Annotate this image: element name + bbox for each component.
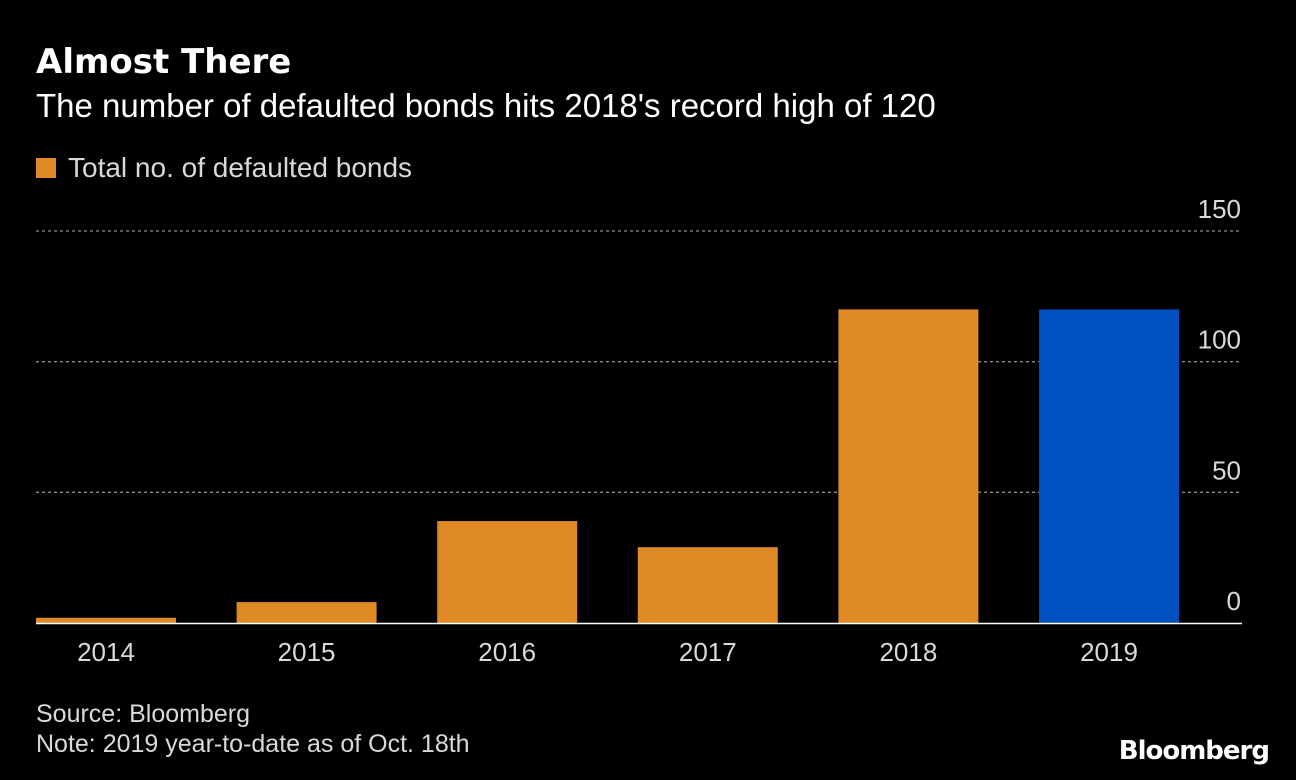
y-axis-ticks: 0 50 100 150 xyxy=(1198,194,1241,616)
x-tick-label: 2018 xyxy=(879,637,937,667)
chart-title: Almost There xyxy=(36,42,292,82)
x-tick-label: 2014 xyxy=(77,637,135,667)
bloomberg-logo: Bloomberg xyxy=(1118,736,1270,766)
x-axis-ticks: 2014 2015 2016 2017 2018 2019 xyxy=(77,637,1138,667)
bar-2016 xyxy=(437,521,578,623)
legend-swatch xyxy=(36,158,56,178)
x-tick-label: 2019 xyxy=(1080,637,1138,667)
legend: Total no. of defaulted bonds xyxy=(36,150,412,186)
bar-2018 xyxy=(838,309,979,623)
x-tick-label: 2017 xyxy=(679,637,737,667)
x-tick-label: 2016 xyxy=(478,637,536,667)
y-tick-label: 100 xyxy=(1198,325,1241,355)
bar-2017 xyxy=(637,547,778,623)
bar-2014 xyxy=(36,617,176,623)
bars xyxy=(36,309,1179,623)
chart-subtitle: The number of defaulted bonds hits 2018'… xyxy=(36,87,936,124)
legend-label: Total no. of defaulted bonds xyxy=(68,152,413,183)
y-tick-label: 0 xyxy=(1227,586,1241,616)
y-tick-label: 50 xyxy=(1212,455,1241,485)
source-note: Source: Bloomberg xyxy=(36,700,251,728)
footer: Source: Bloomberg Note: 2019 year-to-dat… xyxy=(36,699,470,759)
bar-2015 xyxy=(236,602,377,623)
y-tick-label: 150 xyxy=(1198,194,1241,224)
bar-2019 xyxy=(1039,309,1179,623)
x-tick-label: 2015 xyxy=(278,637,336,667)
footnote: Note: 2019 year-to-date as of Oct. 18th xyxy=(36,730,470,758)
